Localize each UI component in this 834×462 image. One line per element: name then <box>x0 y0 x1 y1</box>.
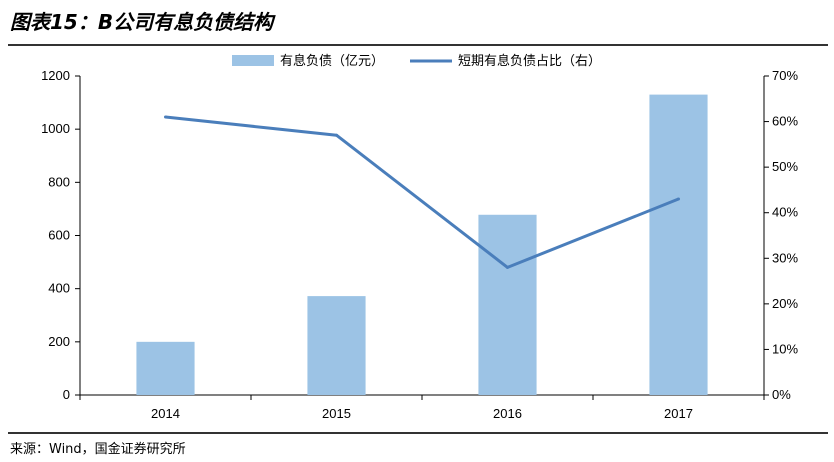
left-axis-tick-label: 200 <box>48 334 70 349</box>
bar-2014 <box>136 341 195 395</box>
right-axis-tick-label: 50% <box>772 159 798 174</box>
legend-label-line: 短期有息负债占比（右） <box>458 53 601 68</box>
line-point-2015 <box>335 133 338 137</box>
figure-title: 图表15：B公司有息负债结构 <box>10 10 274 34</box>
left-axis-tick-label: 1200 <box>41 68 70 83</box>
legend-swatch-bar <box>232 55 274 66</box>
bar-2016 <box>478 214 537 395</box>
right-axis-tick-label: 0% <box>772 387 791 402</box>
bar-series <box>136 94 708 395</box>
x-axis-tick-label: 2017 <box>664 406 693 421</box>
title-divider <box>8 44 828 46</box>
bar-2017 <box>649 94 708 395</box>
left-axis-tick-label: 1000 <box>41 121 70 136</box>
left-axis-tick-label: 800 <box>48 174 70 189</box>
bar-2015 <box>307 296 366 395</box>
left-axis-tick-label: 600 <box>48 228 70 243</box>
right-axis-tick-label: 10% <box>772 341 798 356</box>
x-axis-tick-label: 2016 <box>493 406 522 421</box>
bottom-divider <box>8 432 828 434</box>
right-axis-tick-label: 30% <box>772 250 798 265</box>
legend-label-bar: 有息负债（亿元） <box>280 53 384 68</box>
source-note: 来源：Wind，国金证券研究所 <box>10 442 186 457</box>
chart-container: 0 200 400 600 800 1000 1200 0% 10% 20% 30% 40% 50% 60… <box>0 50 834 430</box>
right-axis-tick-label: 70% <box>772 68 798 83</box>
left-axis-tick-label: 0 <box>63 387 70 402</box>
line-point-2016 <box>506 265 509 269</box>
line-point-2017 <box>677 197 680 201</box>
chart-axes: 0 200 400 600 800 1000 1200 0% 10% 20% 30% 40% 50% 60… <box>41 68 798 421</box>
right-axis-tick-label: 20% <box>772 296 798 311</box>
line-point-2014 <box>164 115 167 119</box>
line-series <box>164 115 680 269</box>
x-axis-tick-label: 2015 <box>322 406 351 421</box>
left-axis-tick-label: 400 <box>48 281 70 296</box>
chart-legend: 有息负债（亿元） 短期有息负债占比（右） <box>232 53 601 68</box>
x-axis-tick-label: 2014 <box>151 406 180 421</box>
right-axis-tick-label: 40% <box>772 205 798 220</box>
combo-chart: 0 200 400 600 800 1000 1200 0% 10% 20% 30% 40% 50% 60… <box>41 53 798 421</box>
line-short-term-ratio <box>165 115 680 269</box>
right-axis-tick-label: 60% <box>772 114 798 129</box>
